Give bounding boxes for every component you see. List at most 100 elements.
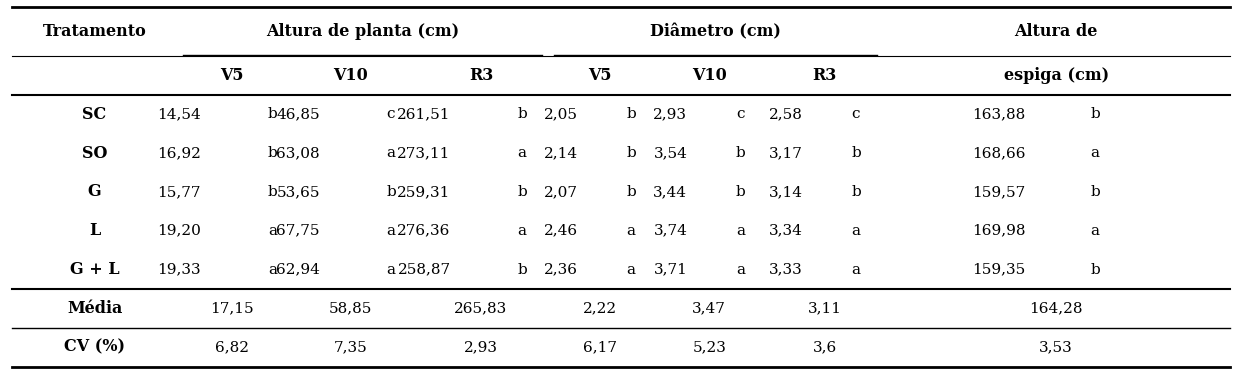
Text: 259,31: 259,31	[397, 185, 451, 199]
Text: 2,05: 2,05	[544, 107, 578, 121]
Text: a: a	[1090, 146, 1099, 160]
Text: 276,36: 276,36	[397, 224, 451, 238]
Text: 2,46: 2,46	[544, 224, 578, 238]
Text: b: b	[268, 185, 278, 199]
Text: b: b	[737, 185, 745, 199]
Text: 3,44: 3,44	[653, 185, 687, 199]
Text: 5,23: 5,23	[692, 340, 727, 354]
Text: 3,71: 3,71	[653, 263, 687, 276]
Text: 3,54: 3,54	[653, 146, 687, 160]
Text: 2,36: 2,36	[544, 263, 578, 276]
Text: 3,34: 3,34	[769, 224, 804, 238]
Text: G: G	[88, 183, 102, 200]
Text: 159,57: 159,57	[972, 185, 1026, 199]
Text: b: b	[852, 146, 862, 160]
Text: V10: V10	[692, 67, 727, 84]
Text: 16,92: 16,92	[158, 146, 201, 160]
Text: 159,35: 159,35	[972, 263, 1026, 276]
Text: R3: R3	[812, 67, 837, 84]
Text: b: b	[626, 146, 636, 160]
Text: 2,07: 2,07	[544, 185, 578, 199]
Text: 3,53: 3,53	[1040, 340, 1073, 354]
Text: 3,14: 3,14	[769, 185, 804, 199]
Text: a: a	[1090, 224, 1099, 238]
Text: 17,15: 17,15	[210, 301, 253, 315]
Text: c: c	[386, 107, 395, 121]
Text: 2,93: 2,93	[465, 340, 498, 354]
Text: 2,58: 2,58	[769, 107, 804, 121]
Text: 3,47: 3,47	[692, 301, 727, 315]
Text: 53,65: 53,65	[276, 185, 319, 199]
Text: 164,28: 164,28	[1030, 301, 1083, 315]
Text: b: b	[268, 146, 278, 160]
Text: a: a	[737, 263, 745, 276]
Text: Altura de planta (cm): Altura de planta (cm)	[266, 23, 458, 40]
Text: b: b	[1090, 263, 1100, 276]
Text: c: c	[852, 107, 861, 121]
Text: b: b	[1090, 107, 1100, 121]
Text: CV (%): CV (%)	[65, 338, 125, 356]
Text: 273,11: 273,11	[397, 146, 451, 160]
Text: 15,77: 15,77	[158, 185, 201, 199]
Text: b: b	[386, 185, 396, 199]
Text: V10: V10	[333, 67, 368, 84]
Text: a: a	[852, 263, 861, 276]
Text: G + L: G + L	[70, 261, 119, 278]
Text: 163,88: 163,88	[972, 107, 1026, 121]
Text: 7,35: 7,35	[333, 340, 368, 354]
Text: 6,82: 6,82	[215, 340, 248, 354]
Text: 19,33: 19,33	[158, 263, 201, 276]
Text: V5: V5	[220, 67, 243, 84]
Text: a: a	[268, 224, 277, 238]
Text: b: b	[518, 263, 528, 276]
Text: a: a	[626, 263, 636, 276]
Text: a: a	[852, 224, 861, 238]
Text: V5: V5	[587, 67, 611, 84]
Text: c: c	[737, 107, 744, 121]
Text: 3,33: 3,33	[769, 263, 804, 276]
Text: Tratamento: Tratamento	[42, 23, 147, 40]
Text: b: b	[518, 185, 528, 199]
Text: 2,22: 2,22	[582, 301, 617, 315]
Text: 3,6: 3,6	[812, 340, 837, 354]
Text: b: b	[518, 107, 528, 121]
Text: 2,93: 2,93	[653, 107, 687, 121]
Text: 261,51: 261,51	[397, 107, 451, 121]
Text: a: a	[386, 224, 396, 238]
Text: 67,75: 67,75	[276, 224, 319, 238]
Text: Altura de: Altura de	[1015, 23, 1098, 40]
Text: b: b	[626, 107, 636, 121]
Text: a: a	[386, 146, 396, 160]
Text: 169,98: 169,98	[972, 224, 1026, 238]
Text: a: a	[386, 263, 396, 276]
Text: 2,14: 2,14	[544, 146, 578, 160]
Text: 3,17: 3,17	[769, 146, 804, 160]
Text: 3,74: 3,74	[653, 224, 687, 238]
Text: a: a	[518, 224, 527, 238]
Text: 168,66: 168,66	[972, 146, 1026, 160]
Text: Média: Média	[67, 300, 122, 317]
Text: 3,11: 3,11	[807, 301, 842, 315]
Text: espiga (cm): espiga (cm)	[1004, 67, 1109, 84]
Text: 62,94: 62,94	[276, 263, 319, 276]
Text: R3: R3	[469, 67, 493, 84]
Text: b: b	[1090, 185, 1100, 199]
Text: 58,85: 58,85	[328, 301, 371, 315]
Text: b: b	[737, 146, 745, 160]
Text: 46,85: 46,85	[276, 107, 319, 121]
Text: 6,17: 6,17	[582, 340, 617, 354]
Text: 258,87: 258,87	[397, 263, 451, 276]
Text: a: a	[626, 224, 636, 238]
Text: b: b	[626, 185, 636, 199]
Text: b: b	[268, 107, 278, 121]
Text: 63,08: 63,08	[276, 146, 319, 160]
Text: SC: SC	[82, 106, 107, 123]
Text: 19,20: 19,20	[158, 224, 201, 238]
Text: a: a	[518, 146, 527, 160]
Text: 265,83: 265,83	[455, 301, 508, 315]
Text: 14,54: 14,54	[158, 107, 201, 121]
Text: SO: SO	[82, 145, 107, 162]
Text: L: L	[89, 222, 101, 239]
Text: b: b	[852, 185, 862, 199]
Text: a: a	[737, 224, 745, 238]
